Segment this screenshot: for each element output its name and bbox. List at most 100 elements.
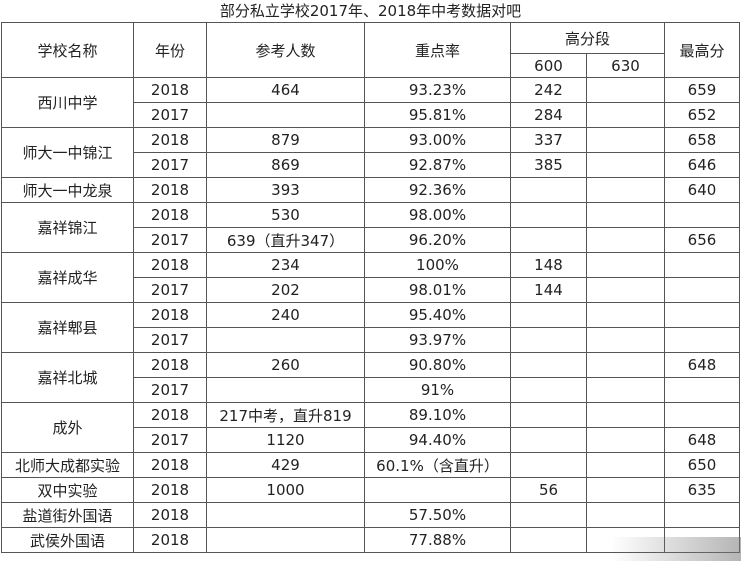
table-row: 师大一中锦江 2018 879 93.00% 337 658	[1, 127, 740, 178]
year-cell: 2017	[133, 102, 207, 128]
school-name-cell: 北师大成都实验	[1, 452, 134, 478]
year-cell: 2017	[133, 327, 207, 353]
examinees-cell: 879	[206, 127, 365, 153]
band-600-cell	[510, 377, 587, 403]
band-600-cell	[510, 302, 587, 328]
examinees-cell: 869	[206, 152, 365, 178]
key-rate-cell: 90.80%	[364, 352, 511, 378]
school-name-cell: 师大一中锦江	[1, 127, 134, 178]
key-rate-cell: 96.20%	[364, 227, 511, 253]
table-row: 盐道街外国语 2018 57.50%	[1, 502, 740, 528]
table-row: 2017 869 92.87% 385 646	[2, 152, 740, 178]
year-cell: 2018	[133, 127, 207, 153]
year-cell: 2017	[133, 152, 207, 178]
key-rate-cell: 60.1%（含直升）	[364, 452, 511, 478]
header-top-score: 最高分	[664, 22, 740, 78]
table-row: 嘉祥郫县 2018 240 95.40%	[1, 302, 740, 353]
examinees-cell: 464	[206, 77, 365, 103]
examinees-cell: 429	[206, 452, 365, 478]
key-rate-cell: 95.81%	[364, 102, 511, 128]
year-cell: 2017	[133, 377, 207, 403]
examinees-cell: 240	[206, 302, 365, 328]
examinees-cell: 260	[206, 352, 365, 378]
year-cell: 2018	[133, 452, 207, 478]
band-600-cell	[510, 502, 587, 528]
year-cell: 2017	[133, 277, 207, 303]
examinees-cell: 234	[206, 252, 365, 278]
band-630-cell	[586, 327, 665, 353]
band-630-cell	[586, 227, 665, 253]
band-600-cell	[510, 352, 587, 378]
examinees-cell: 1120	[206, 427, 365, 453]
band-600-cell: 337	[510, 127, 587, 153]
table-row: 北师大成都实验 2018 429 60.1%（含直升） 650	[1, 452, 740, 478]
year-cell: 2018	[133, 527, 207, 553]
school-name-cell: 师大一中龙泉	[1, 177, 134, 203]
school-name-cell: 盐道街外国语	[1, 502, 134, 528]
examinees-cell	[206, 377, 365, 403]
band-630-cell	[586, 177, 665, 203]
key-rate-cell: 91%	[364, 377, 511, 403]
key-rate-cell: 93.00%	[364, 127, 511, 153]
key-rate-cell: 93.97%	[364, 327, 511, 353]
top-score-cell	[664, 327, 740, 353]
top-score-cell: 640	[664, 177, 740, 203]
band-600-cell	[510, 527, 587, 553]
examinees-cell	[206, 327, 365, 353]
year-cell: 2018	[133, 402, 207, 428]
table-row: 2017 202 98.01% 144	[2, 277, 740, 303]
key-rate-cell: 98.00%	[364, 202, 511, 228]
key-rate-cell: 94.40%	[364, 427, 511, 453]
header-band-630: 630	[586, 53, 665, 78]
year-cell: 2018	[133, 77, 207, 103]
year-cell: 2017	[133, 227, 207, 253]
school-name-cell: 嘉祥成华	[1, 252, 134, 303]
top-score-cell: 652	[664, 102, 740, 128]
key-rate-cell: 89.10%	[364, 402, 511, 428]
header-high-band: 高分段	[510, 22, 665, 54]
year-cell: 2018	[133, 502, 207, 528]
examinees-cell: 217中考，直升819	[206, 402, 365, 428]
key-rate-cell: 92.87%	[364, 152, 511, 178]
year-cell: 2017	[133, 427, 207, 453]
examinees-cell: 1000	[206, 477, 365, 503]
examinees-cell: 202	[206, 277, 365, 303]
year-cell: 2018	[133, 477, 207, 503]
band-600-cell	[510, 227, 587, 253]
top-score-cell	[664, 377, 740, 403]
school-name-cell: 武侯外国语	[1, 527, 134, 553]
table-row: 嘉祥成华 2018 234 100% 148	[1, 252, 740, 303]
table-row: 嘉祥北城 2018 260 90.80% 648	[1, 352, 740, 403]
band-600-cell	[510, 427, 587, 453]
school-name-cell: 西川中学	[1, 77, 134, 128]
band-600-cell	[510, 177, 587, 203]
school-name-cell: 成外	[1, 402, 134, 453]
top-score-cell: 658	[664, 127, 740, 153]
year-cell: 2018	[133, 352, 207, 378]
band-630-cell	[586, 277, 665, 303]
top-score-cell: 659	[664, 77, 740, 103]
header-key-rate: 重点率	[364, 22, 511, 78]
band-600-cell	[510, 327, 587, 353]
band-630-cell	[586, 152, 665, 178]
table-row: 2017 91%	[2, 377, 740, 403]
band-630-cell	[586, 102, 665, 128]
examinees-cell: 393	[206, 177, 365, 203]
top-score-cell: 648	[664, 352, 740, 378]
header-school: 学校名称	[1, 22, 134, 78]
examinees-cell	[206, 502, 365, 528]
key-rate-cell: 100%	[364, 252, 511, 278]
table-row: 2017 639（直升347） 96.20% 656	[2, 227, 740, 253]
band-600-cell: 56	[510, 477, 587, 503]
header-band-600: 600	[510, 53, 587, 78]
band-630-cell	[586, 302, 665, 328]
header-year: 年份	[133, 22, 207, 78]
top-score-cell: 648	[664, 427, 740, 453]
band-630-cell	[586, 477, 665, 503]
year-cell: 2018	[133, 177, 207, 203]
examinees-cell	[206, 527, 365, 553]
school-name-cell: 嘉祥锦江	[1, 202, 134, 253]
table-title: 部分私立学校2017年、2018年中考数据对吧	[219, 2, 522, 20]
table-row: 2017 1120 94.40% 648	[2, 427, 740, 453]
